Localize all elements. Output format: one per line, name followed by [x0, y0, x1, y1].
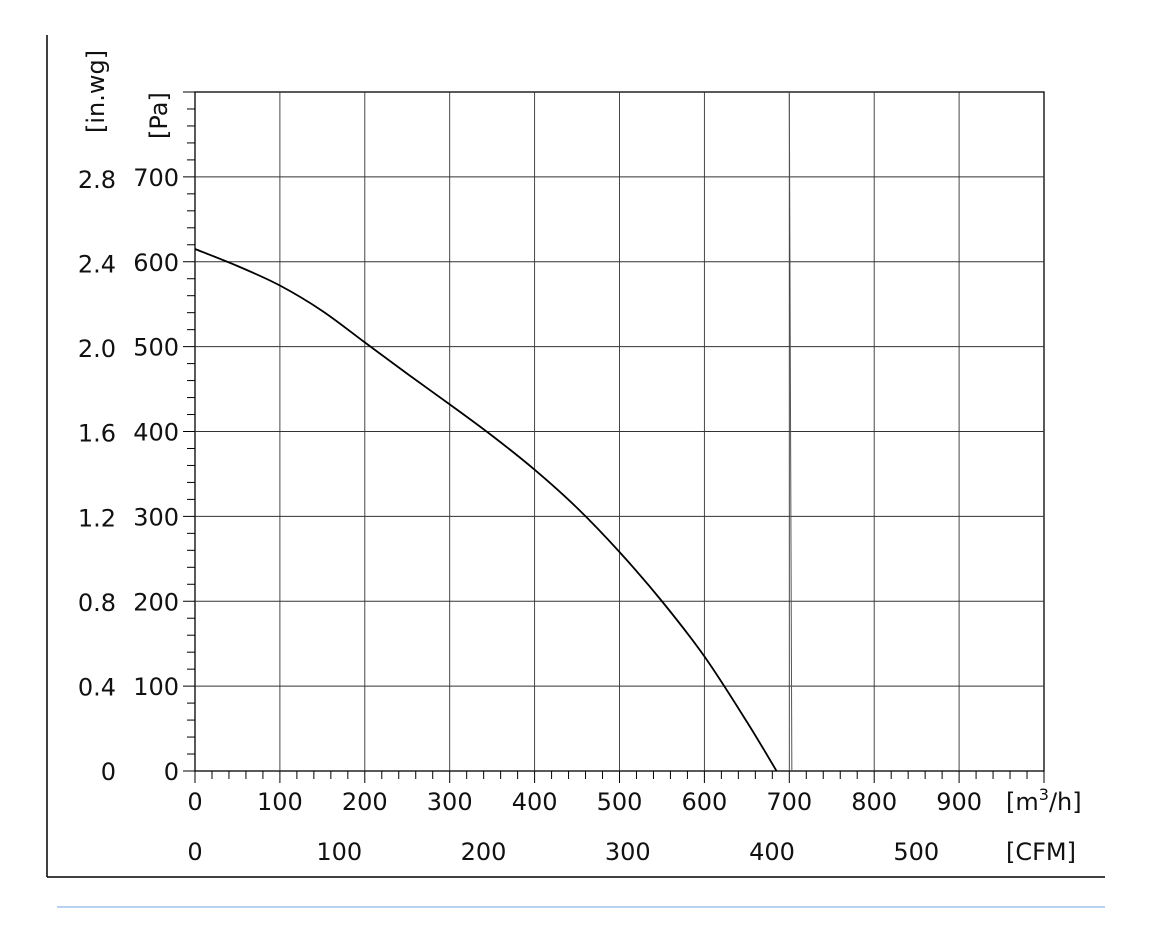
x-secondary-tick-label: 100	[316, 838, 362, 866]
x-axis-unit-sup: 3	[1039, 785, 1049, 804]
y-tick-label: 200	[133, 588, 179, 616]
x-secondary-tick-label: 400	[749, 838, 795, 866]
fan-curve-line	[194, 248, 778, 772]
chart-frame	[46, 35, 1105, 908]
x-axis-unit-label: [m3/h]	[1006, 785, 1082, 816]
y-secondary-tick-label: 0.4	[78, 673, 116, 701]
x-secondary-tick-label: 300	[605, 838, 651, 866]
x-secondary-tick-labels: 0 100 200 300 400 500	[187, 838, 939, 866]
x-tick-label: 800	[851, 788, 897, 816]
y-secondary-tick-label: 2.8	[78, 166, 116, 194]
x-tick-labels: 0 100 200 300 400 500 600 700 800 900	[187, 788, 982, 816]
y-axis-unit-label: [Pa]	[145, 92, 173, 139]
x-axis-unit-tail: /h]	[1049, 788, 1082, 816]
y-tick-label: 500	[133, 334, 179, 362]
y-tick-labels: 0 100 200 300 400 500 600 700	[133, 164, 179, 786]
y-secondary-tick-label: 2.0	[78, 335, 116, 363]
y-tick-label: 700	[133, 164, 179, 192]
x-tick-label: 400	[512, 788, 558, 816]
y-secondary-tick-label: 2.4	[78, 251, 116, 279]
x-tick-label: 200	[342, 788, 388, 816]
x-tick-label: 100	[257, 788, 303, 816]
x-secondary-tick-label: 500	[893, 838, 939, 866]
y-secondary-tick-label: 0	[101, 758, 116, 786]
x-tick-label: 0	[187, 788, 202, 816]
x-tick-label: 300	[427, 788, 473, 816]
y-secondary-axis-unit-label: [in.wg]	[82, 50, 110, 133]
x-tick-label: 900	[936, 788, 982, 816]
x-tick-label: 500	[597, 788, 643, 816]
y-tick-label: 400	[133, 419, 179, 447]
x-secondary-tick-label: 200	[461, 838, 507, 866]
x-secondary-tick-label: 0	[187, 838, 202, 866]
grid-lines	[195, 92, 1044, 771]
minor-ticks	[183, 91, 1045, 783]
y-tick-label: 600	[133, 249, 179, 277]
series-layer	[194, 91, 793, 772]
y-tick-label: 100	[133, 673, 179, 701]
x-tick-label: 600	[681, 788, 727, 816]
reference-line	[788, 91, 793, 772]
y-tick-label: 300	[133, 503, 179, 531]
y-secondary-tick-labels: 0 0.4 0.8 1.2 1.6 2.0 2.4 2.8	[78, 166, 116, 786]
y-secondary-tick-label: 1.2	[78, 504, 116, 532]
x-tick-label: 700	[766, 788, 812, 816]
x-secondary-axis-unit-label: [CFM]	[1006, 838, 1076, 866]
y-tick-label: 0	[164, 758, 179, 786]
y-secondary-tick-label: 0.8	[78, 589, 116, 617]
y-secondary-tick-label: 1.6	[78, 420, 116, 448]
x-axis-unit-base: [m	[1006, 788, 1039, 816]
